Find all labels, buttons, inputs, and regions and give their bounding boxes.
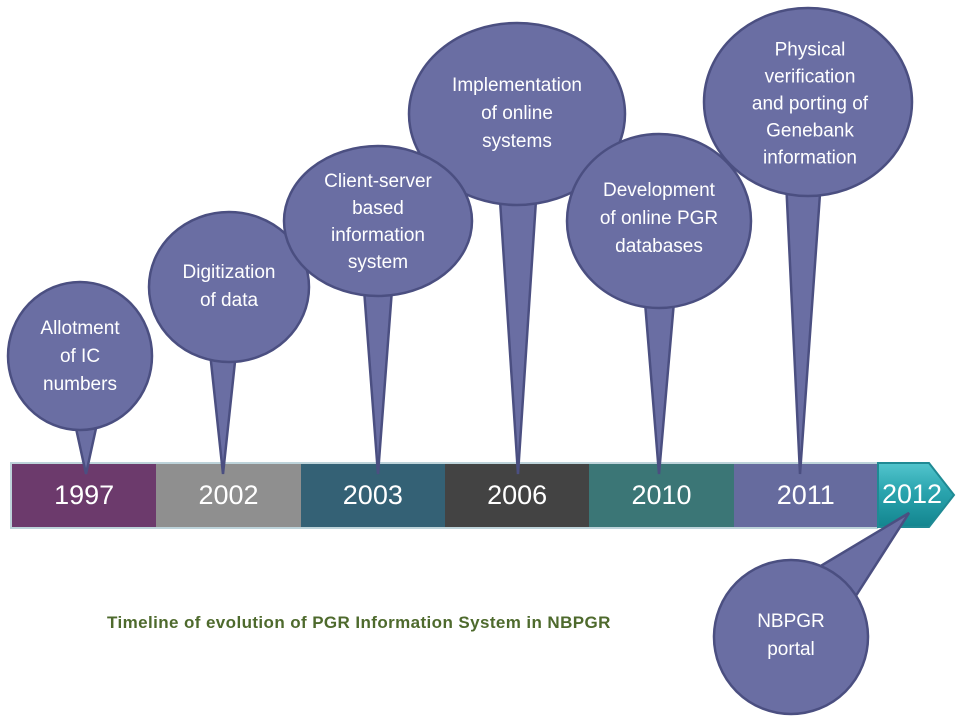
segment-2011: 2011	[733, 464, 878, 527]
segment-2010: 2010	[589, 464, 734, 527]
balloon-tail-2003	[361, 274, 395, 475]
balloon-label-digitization-of-data: Digitization of data	[182, 262, 276, 311]
balloon-label-development-pgr-databases: Development of online PGR databases	[599, 180, 719, 257]
segment-2006: 2006	[444, 464, 590, 527]
year-label-2010: 2010	[631, 480, 692, 510]
year-label-2002: 2002	[198, 480, 259, 510]
year-label-2012: 2012	[881, 479, 943, 509]
slide-caption: Timeline of evolution of PGR Information…	[107, 613, 611, 632]
segment-1997: 1997	[12, 464, 157, 527]
balloon-label-physical-verification: Physical verification and porting of Gen…	[751, 39, 869, 169]
year-label-2011: 2011	[776, 480, 835, 510]
segment-2002: 2002	[156, 464, 301, 527]
balloon-label-allotment-ic-numbers: Allotment of IC numbers	[40, 318, 120, 395]
balloon-tail-2011	[784, 178, 823, 475]
balloon-tail-2006	[497, 183, 539, 475]
balloon-label-nbpgr-portal: NBPGR portal	[757, 611, 825, 660]
year-label-2003: 2003	[342, 480, 403, 510]
segment-2003: 2003	[300, 464, 445, 527]
balloon-label-implementation-online-systems: Implementation of online systems	[452, 75, 582, 152]
balloon-tail-2010	[642, 288, 677, 475]
year-label-2006: 2006	[487, 480, 548, 510]
balloon-label-client-server-system: Client-server based information system	[324, 171, 432, 273]
year-label-1997: 1997	[54, 480, 115, 510]
balloon-tail-2002	[207, 341, 239, 475]
timeline-bar: 1997 2002 2003 2006 2010 2011	[10, 462, 878, 529]
